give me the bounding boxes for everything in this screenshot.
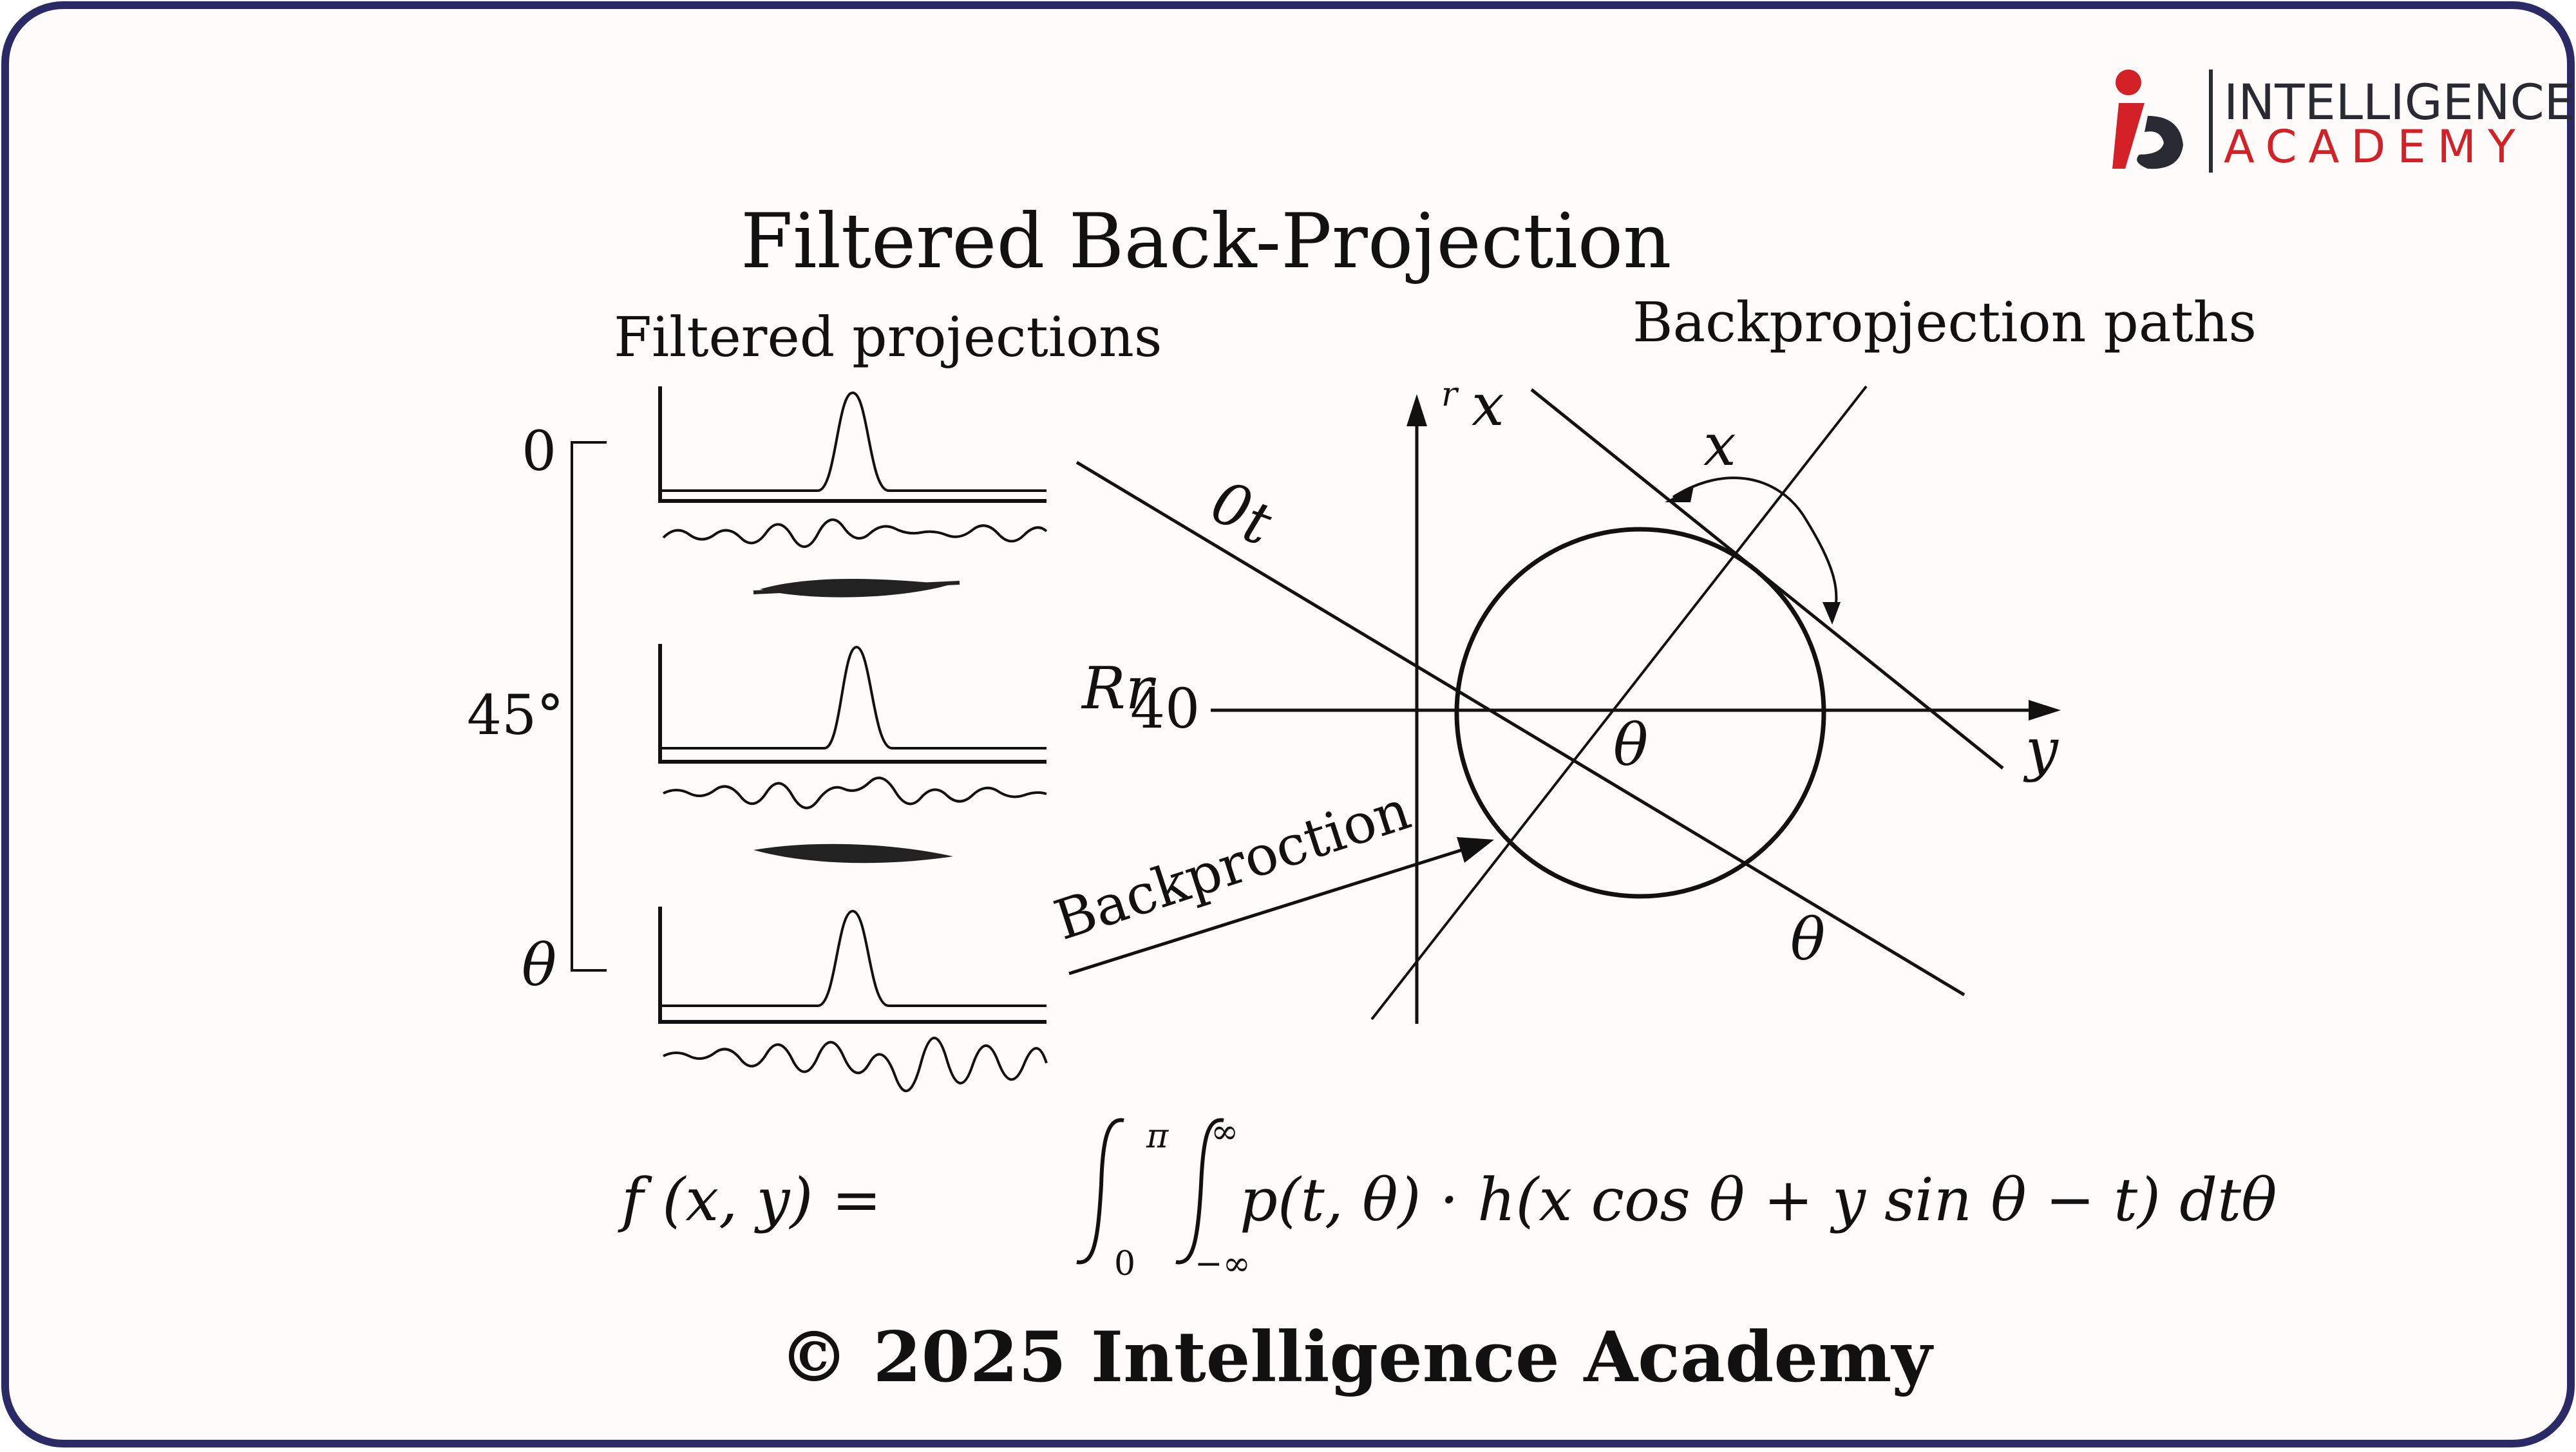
brand-logo-divider [2209, 70, 2213, 173]
reconstruction-circle [1454, 527, 1826, 899]
vertical-axis-small-label: r [1441, 375, 1459, 414]
center-angle-label: θ [1613, 712, 1648, 779]
vertical-axis-label: x [1472, 372, 1504, 439]
angle-label-45: 45° [467, 684, 564, 748]
brand-logo: INTELLIGENCE ACADEMY [2112, 70, 2575, 173]
blurred-stroke-45 [753, 844, 953, 863]
horizontal-axis-label: y [2023, 716, 2059, 784]
backprojection-arrow [1068, 837, 1494, 976]
angle-bracket [571, 441, 607, 972]
reconstruction-formula: f (x, y) = π 0 ∞ −∞ p(t, θ) · h(x cos θ … [618, 1113, 2277, 1283]
axis-left-number: 40 [1130, 677, 1200, 741]
horizontal-axis [1211, 700, 2061, 721]
vertical-axis [1406, 394, 1427, 1024]
copyright-footer: © 2025 Intelligence Academy [779, 1317, 1934, 1398]
projection-plot-theta [658, 907, 1048, 1093]
rotation-arc-arrow [1665, 476, 1841, 625]
noise-trace-45 [663, 777, 1047, 809]
projection-plot-45 [658, 644, 1047, 809]
angle-label-0: 0 [522, 420, 556, 484]
formula-inner-upper-limit: ∞ [1211, 1113, 1238, 1151]
formula-outer-upper-limit: π [1146, 1117, 1169, 1156]
projection-path-line-3 [1370, 385, 1868, 1021]
outer-integral-sign [1076, 1118, 1124, 1265]
paths-heading: Backpropjection paths [1633, 291, 2257, 355]
brand-name-line2: ACADEMY [2224, 120, 2527, 173]
formula-integrand: p(t, θ) · h(x cos θ + y sin θ − t) dtθ [1240, 1165, 2277, 1234]
angle-label-theta: θ [522, 932, 556, 999]
noise-trace-0 [662, 518, 1048, 548]
axis-left-label-rr: Rr [1081, 655, 1157, 722]
projection-path-line-2 [1530, 388, 2004, 769]
brand-name-line1: INTELLIGENCE [2224, 73, 2575, 131]
formula-outer-lower-limit: 0 [1114, 1245, 1135, 1283]
noise-trace-theta [663, 1037, 1048, 1093]
formula-lhs: f (x, y) = [618, 1165, 882, 1234]
projection-path-line-1 [1075, 460, 1965, 997]
lower-angle-label: θ [1790, 906, 1825, 974]
projection-plot-0 [658, 386, 1048, 548]
formula-inner-lower-limit: −∞ [1195, 1245, 1251, 1283]
diagram-title: Filtered Back-Projection [741, 197, 1672, 285]
blurred-stroke-0 [753, 578, 960, 598]
projections-heading: Filtered projections [614, 306, 1162, 370]
inner-integral-sign [1175, 1118, 1224, 1265]
arc-label-x: x [1703, 411, 1736, 479]
brand-logo-icon [2112, 70, 2183, 169]
